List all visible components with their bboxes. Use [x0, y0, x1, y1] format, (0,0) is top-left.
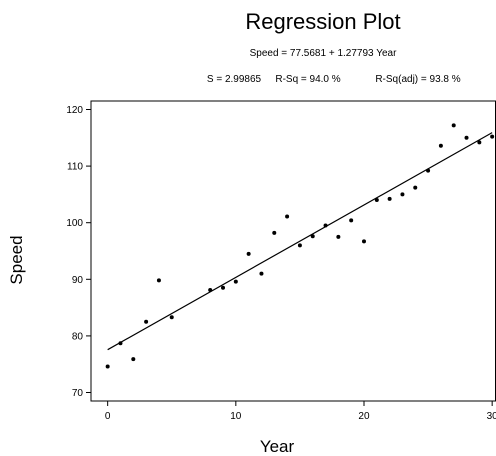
x-tick-label: 0 [105, 411, 111, 422]
data-point [323, 223, 328, 228]
data-point [246, 251, 251, 256]
data-point [349, 218, 354, 223]
data-point [438, 143, 443, 148]
data-point [413, 185, 418, 190]
y-tick-label: 70 [72, 388, 84, 399]
x-tick-label: 30 [487, 411, 496, 422]
data-point [285, 214, 290, 219]
stat-rsq: R-Sq = 94.0 % [275, 74, 340, 85]
stat-rsq-adj: R-Sq(adj) = 93.8 % [375, 74, 460, 85]
data-point [374, 198, 379, 203]
plot-area: 0 10 20 30 70 80 90 100 110 120 [66, 100, 496, 422]
y-tick-label: 100 [66, 218, 83, 229]
data-point [259, 271, 264, 276]
data-point [361, 239, 366, 244]
data-point [400, 192, 405, 197]
x-tick-label: 20 [358, 411, 370, 422]
y-tick-label: 90 [72, 275, 84, 286]
x-tick-label: 10 [230, 411, 242, 422]
data-point [156, 278, 161, 283]
data-point [297, 243, 302, 248]
plot-frame [90, 100, 496, 402]
regression-line [107, 132, 493, 351]
data-point [310, 234, 315, 239]
data-point [105, 364, 110, 369]
regression-equation: Speed = 77.5681 + 1.27793 Year [250, 48, 397, 59]
x-axis-label: Year [260, 437, 295, 456]
data-point [144, 319, 149, 324]
data-point [118, 341, 123, 346]
data-point [336, 234, 341, 239]
data-point [221, 285, 226, 290]
data-point [208, 288, 213, 293]
data-point [131, 357, 136, 362]
data-point [272, 230, 277, 235]
chart-title: Regression Plot [245, 9, 400, 34]
data-point [464, 135, 469, 140]
y-tick-label: 80 [72, 331, 84, 342]
data-point [233, 279, 238, 284]
stat-s: S = 2.99865 [207, 74, 262, 85]
data-point [477, 140, 482, 145]
y-axis-label: Speed [7, 235, 26, 284]
data-point [490, 134, 495, 139]
data-point [426, 168, 431, 173]
y-tick-label: 120 [66, 105, 83, 116]
data-point [387, 196, 392, 201]
y-tick-label: 110 [67, 162, 83, 173]
data-point [169, 315, 174, 320]
data-point [451, 123, 456, 128]
